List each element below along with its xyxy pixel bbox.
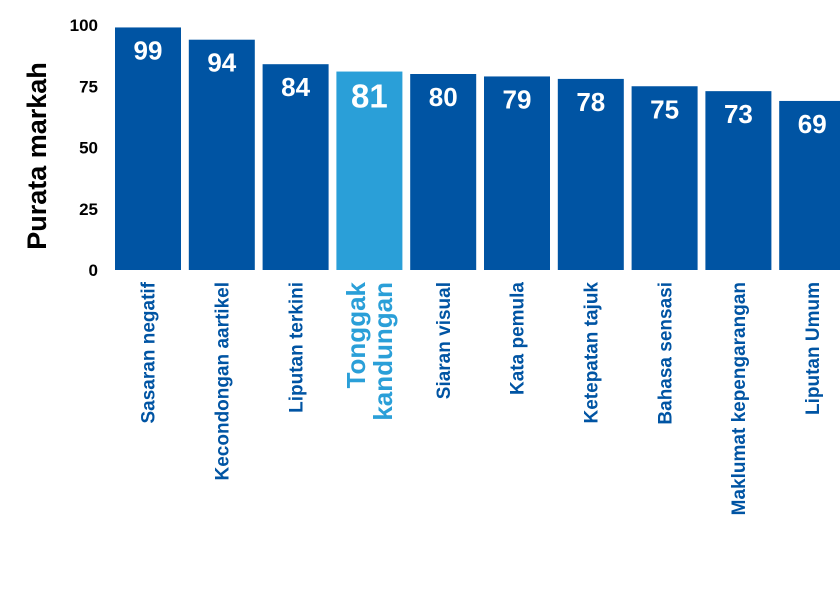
x-axis-labels: Sasaran negatif Kecondongan aartikel Liput… <box>139 281 824 515</box>
x-tick-label-line: Ketepatan tajuk <box>581 282 602 424</box>
bar <box>705 91 772 271</box>
bar <box>557 78 624 271</box>
bar <box>115 27 181 271</box>
x-tick-label-line: Bahasa sensasi <box>655 282 676 425</box>
x-tick-label: Liputan terkini <box>286 282 307 413</box>
bar <box>410 74 477 270</box>
x-tick-label: Kata pemula <box>508 282 529 395</box>
x-tick-label: Maklumat kepengarangan <box>729 282 750 515</box>
x-tick-label-line: Kecondongan aartikel <box>212 282 233 481</box>
x-tick-label: Kecondongan aartikel <box>212 282 233 481</box>
bar-value-label: 94 <box>207 48 236 78</box>
x-tick-label-line: Liputan Umum <box>803 282 824 415</box>
bar-value-label: 75 <box>650 94 679 124</box>
y-axis-title: Purata markah <box>22 62 52 250</box>
bar <box>188 39 255 271</box>
x-tick-label: Sasaran negatif <box>139 281 160 423</box>
x-tick-label-line: Maklumat kepengarangan <box>729 282 750 515</box>
bar <box>336 71 403 270</box>
y-tick-label: 75 <box>79 77 98 96</box>
x-tick-label-line: kandungan <box>368 282 398 421</box>
x-tick-label-line: Liputan terkini <box>286 282 307 413</box>
bar-value-label: 73 <box>724 99 753 129</box>
bars <box>115 27 840 271</box>
x-tick-label: Ketepatan tajuk <box>581 282 602 424</box>
y-tick-label: 0 <box>89 261 98 280</box>
x-tick-label: Bahasa sensasi <box>655 282 676 425</box>
y-tick-label: 50 <box>79 139 98 158</box>
y-axis-ticks: 0 25 50 75 100 <box>70 16 98 280</box>
bar-value-label: 81 <box>351 78 388 115</box>
x-tick-label: Liputan Umum <box>803 282 824 415</box>
x-tick-label-line: Sasaran negatif <box>139 281 160 423</box>
y-tick-label: 100 <box>70 16 98 35</box>
bar-value-label: 69 <box>798 109 827 139</box>
bar-value-label: 79 <box>503 84 532 114</box>
bar <box>779 100 840 270</box>
bar <box>631 86 698 270</box>
bar <box>484 76 550 270</box>
bar <box>262 64 329 270</box>
y-axis-title-group: Purata markah <box>22 62 52 250</box>
value-labels: 99 94 84 81 80 79 78 75 73 69 <box>134 35 827 139</box>
bar-value-label: 99 <box>134 35 163 65</box>
y-tick-label: 25 <box>79 200 98 219</box>
x-tick-label-line: Kata pemula <box>508 282 529 395</box>
bar-value-label: 84 <box>281 72 310 102</box>
bar-value-label: 80 <box>429 82 458 112</box>
x-tick-label: Siaran visual <box>434 282 455 399</box>
x-tick-label-line: Siaran visual <box>434 282 455 399</box>
x-tick-label-line: Tonggak <box>341 281 371 388</box>
bar-value-label: 78 <box>576 87 605 117</box>
